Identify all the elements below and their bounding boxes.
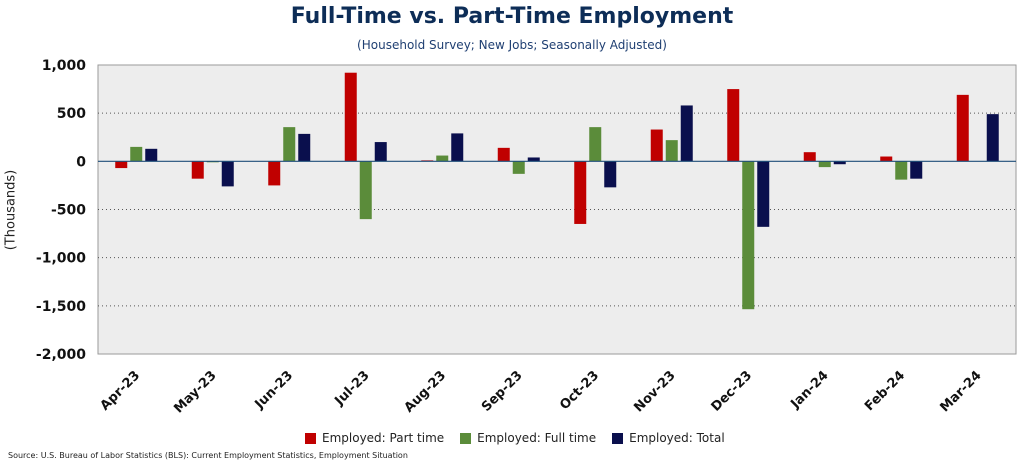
legend-item-total: Employed: Total [612, 431, 725, 445]
y-tick-label: 500 [57, 106, 86, 122]
bar-employed-total-oct-23 [604, 161, 617, 188]
x-tick-label: Nov-23 [631, 368, 678, 415]
bar-employed-full-time-jan-24 [818, 161, 831, 168]
legend-swatch-total [612, 432, 624, 444]
legend-label-part-time: Employed: Part time [322, 431, 445, 445]
bar-employed-total-apr-23 [145, 148, 158, 162]
y-tick-label: 0 [76, 154, 86, 170]
x-tick-label: Jun-23 [252, 368, 296, 412]
legend: Employed: Part time Employed: Full time … [305, 430, 741, 446]
bar-employed-total-dec-23 [757, 161, 770, 227]
bar-employed-total-sep-23 [527, 157, 540, 162]
legend-swatch-full-time [460, 432, 472, 444]
bar-employed-part-time-nov-23 [650, 129, 663, 162]
bar-employed-full-time-jul-23 [359, 161, 372, 220]
y-tick-label: -2,000 [36, 347, 86, 363]
legend-label-full-time: Employed: Full time [477, 431, 597, 445]
bar-employed-part-time-dec-23 [727, 89, 740, 162]
bar-chart: 1,000 500 0 -500 -1,000 -1,500 -2,000 Apr-23 May… [36, 58, 1017, 417]
chart-title: Full-Time vs. Part-Time Employment [290, 4, 734, 29]
x-tick-label: Dec-23 [709, 368, 756, 415]
bar-employed-part-time-may-23 [191, 161, 204, 179]
bar-employed-total-jun-23 [298, 133, 311, 162]
x-tick-label: Apr-23 [98, 368, 143, 413]
bar-employed-total-may-23 [221, 161, 234, 187]
bar-employed-part-time-apr-23 [115, 161, 128, 169]
x-tick-label: Mar-24 [937, 368, 984, 415]
bar-employed-part-time-jun-23 [268, 161, 281, 186]
x-tick-label: Aug-23 [402, 368, 449, 415]
bar-employed-part-time-sep-23 [497, 147, 510, 162]
bar-employed-total-nov-23 [680, 105, 693, 162]
bar-employed-full-time-jun-23 [283, 127, 296, 162]
y-tick-label: -1,500 [36, 299, 86, 315]
bar-employed-part-time-mar-24 [956, 94, 969, 162]
bar-employed-full-time-feb-24 [895, 161, 908, 180]
y-tick-label: -1,000 [36, 251, 86, 267]
x-tick-label: Jan-24 [787, 368, 831, 412]
legend-label-total: Employed: Total [629, 431, 725, 445]
legend-item-full-time: Employed: Full time [460, 431, 596, 445]
x-tick-label: Jul-23 [332, 368, 373, 409]
legend-swatch-part-time [305, 432, 316, 444]
bar-employed-total-jan-24 [833, 161, 846, 165]
bar-employed-total-jul-23 [374, 142, 387, 162]
chart-subtitle: (Household Survey; New Jobs; Seasonally … [357, 38, 667, 52]
x-tick-label: Oct-23 [557, 368, 602, 413]
y-tick-label: -500 [51, 203, 86, 219]
x-tick-label: Sep-23 [479, 368, 526, 415]
bar-employed-total-aug-23 [451, 133, 464, 162]
x-tick-label: May-23 [171, 368, 219, 416]
bar-employed-part-time-oct-23 [574, 161, 587, 224]
bar-employed-part-time-feb-24 [880, 156, 893, 162]
bar-employed-part-time-jan-24 [803, 152, 816, 162]
bar-employed-full-time-sep-23 [512, 161, 525, 174]
bar-employed-full-time-oct-23 [589, 127, 602, 162]
x-tick-label: Feb-24 [862, 368, 908, 414]
bar-employed-full-time-dec-23 [742, 161, 755, 310]
legend-item-part-time: Employed: Part time [305, 431, 444, 445]
bar-employed-part-time-jul-23 [344, 72, 357, 162]
bar-employed-total-mar-24 [986, 114, 999, 162]
y-tick-label: 1,000 [42, 58, 87, 74]
source-note: Source: U.S. Bureau of Labor Statistics … [8, 451, 408, 460]
bar-employed-full-time-aug-23 [436, 155, 449, 162]
bar-employed-full-time-nov-23 [665, 140, 678, 162]
bar-employed-total-feb-24 [910, 161, 923, 179]
bar-employed-full-time-apr-23 [130, 146, 143, 162]
